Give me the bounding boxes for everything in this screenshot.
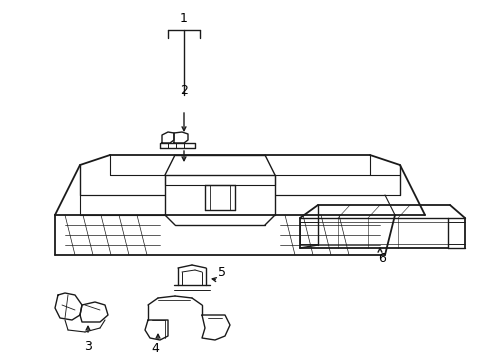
Text: 5: 5 xyxy=(218,265,225,279)
Text: 6: 6 xyxy=(377,252,385,265)
Text: 4: 4 xyxy=(151,342,159,355)
Text: 1: 1 xyxy=(180,12,187,24)
Text: 3: 3 xyxy=(84,341,92,354)
Text: 2: 2 xyxy=(180,84,187,96)
